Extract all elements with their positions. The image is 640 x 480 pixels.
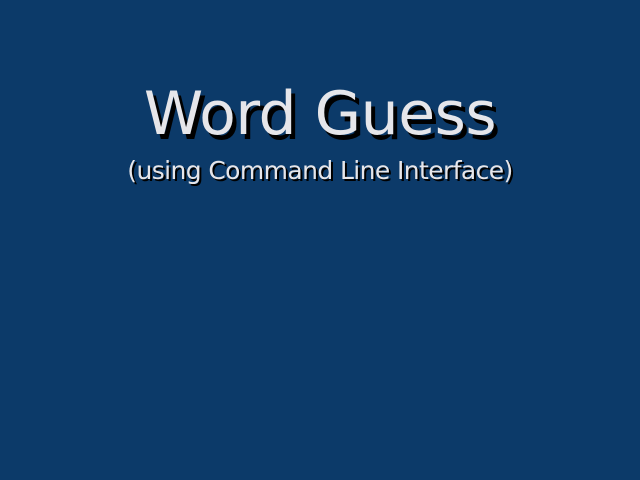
slide-title: Word Guess	[143, 79, 497, 149]
slide-subtitle: (using Command Line Interface)	[127, 156, 513, 185]
